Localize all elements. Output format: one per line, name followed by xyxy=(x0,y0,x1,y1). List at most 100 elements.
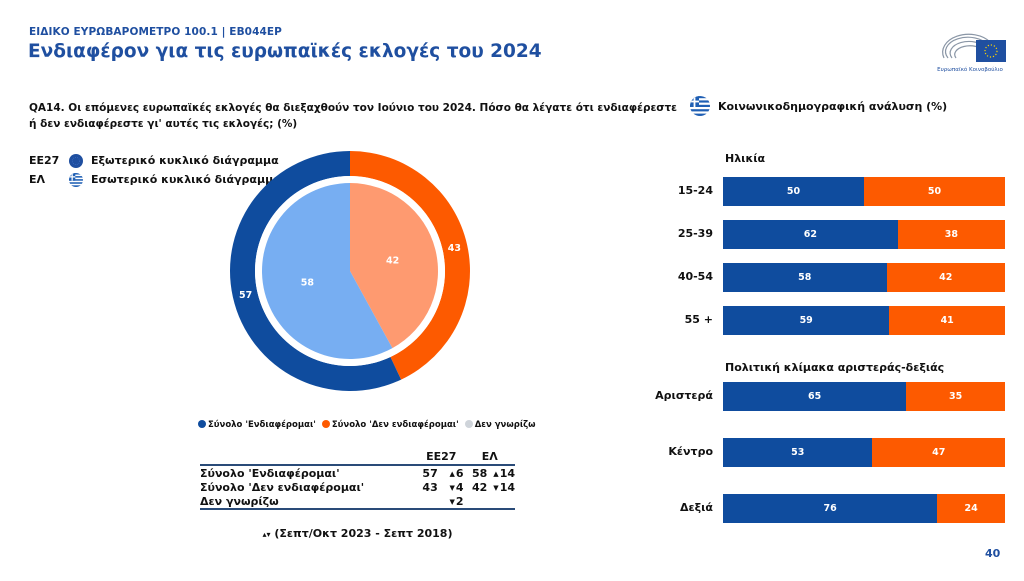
eu27-value: 43 xyxy=(422,480,438,494)
greek-flag-icon xyxy=(690,96,710,116)
age-bar: 62 38 xyxy=(723,220,1005,249)
bar-segment-not-interested: 50 xyxy=(864,177,1005,206)
summary-table: ΕΕ27 ΕΛ Σύνολο 'Ενδιαφέρομαι' 57 ▲6 58 ▲14 Σύ… xyxy=(200,450,515,510)
greek-flag-icon xyxy=(69,172,83,187)
bar-segment-interested: 53 xyxy=(723,438,873,467)
el-change-value: 14 xyxy=(499,480,515,494)
legend-code: ΕΛ xyxy=(29,173,46,186)
age-bar: 58 42 xyxy=(723,263,1005,292)
change-arrows-icon: ▴▾ xyxy=(262,530,271,539)
bar-segment-not-interested: 24 xyxy=(937,494,1005,523)
change-footnote: ▴▾ (Σεπτ/Οκτ 2023 - Σεπτ 2018) xyxy=(200,527,515,540)
legend-dot-icon xyxy=(198,420,206,428)
bar-segment-not-interested: 38 xyxy=(897,220,1005,249)
eu27-change: ▼2 xyxy=(438,494,464,508)
donut-legend: ΕΕ27 Εξωτερικό κυκλικό διάγραμμα ΕΛ Εσωτ… xyxy=(29,151,281,189)
table-row: Σύνολο 'Δεν ενδιαφέρομαι' 43 ▼4 42 ▼14 xyxy=(200,480,515,494)
political-scale-category-label: Δεξιά xyxy=(680,501,713,514)
political-scale-bar: 53 47 xyxy=(723,438,1005,467)
el-change: ▲14 xyxy=(487,467,515,480)
el-change: ▼14 xyxy=(487,481,515,494)
survey-kicker: ΕΙΔΙΚΟ ΕΥΡΩΒΑΡΟΜΕΤΡΟ 100.1 | ΕΒ044ΕΡ xyxy=(29,26,282,38)
el-change-value: 14 xyxy=(499,466,515,480)
eu27-change-value: 4 xyxy=(455,480,464,494)
table-row: Δεν γνωρίζω ▼2 xyxy=(200,494,515,508)
socio-demographic-header: Κοινωνικοδημογραφική ανάλυση (%) xyxy=(690,96,947,116)
page-number: 40 xyxy=(985,547,1001,560)
inner-value-label: 58 xyxy=(301,277,315,288)
eu27-change: ▲6 xyxy=(438,466,464,480)
legend-label: Εσωτερικό κυκλικό διάγραμμα xyxy=(91,173,281,186)
series-legend-interested: Σύνολο 'Ενδιαφέρομαι' xyxy=(198,420,316,430)
bar-segment-interested: 50 xyxy=(723,177,864,206)
political-scale-category-label: Αριστερά xyxy=(655,389,713,402)
eu27-change-value: 6 xyxy=(455,466,464,480)
outer-value-label: 57 xyxy=(239,290,252,301)
bar-segment-interested: 76 xyxy=(723,494,938,523)
bar-segment-not-interested: 42 xyxy=(886,263,1005,292)
header-el: ΕΛ xyxy=(481,450,498,463)
header-eu27: ΕΕ27 xyxy=(426,450,457,463)
table-header: ΕΕ27 ΕΛ xyxy=(200,450,515,464)
eu27-change: ▼4 xyxy=(438,480,464,494)
bar-segment-interested: 58 xyxy=(723,263,887,292)
series-legend-label: Δεν γνωρίζω xyxy=(474,420,536,430)
bar-segment-interested: 59 xyxy=(723,306,890,335)
svg-text:Ευρωπαϊκό Κοινοβούλιο: Ευρωπαϊκό Κοινοβούλιο xyxy=(937,66,1003,73)
el-value: 42 xyxy=(471,480,488,494)
legend-label: Εξωτερικό κυκλικό διάγραμμα xyxy=(91,154,279,167)
table-divider xyxy=(200,508,515,510)
triangle-down-icon: ▼ xyxy=(449,497,455,506)
eu-flag-icon xyxy=(69,153,83,168)
outer-slice-interested xyxy=(230,151,402,391)
inner-slice-not-interested xyxy=(350,183,438,349)
outer-slice-not-interested xyxy=(350,151,470,380)
legend-eu27: ΕΕ27 Εξωτερικό κυκλικό διάγραμμα xyxy=(29,151,281,170)
bar-segment-interested: 62 xyxy=(723,220,898,249)
age-category-label: 55 + xyxy=(684,313,713,326)
bar-segment-not-interested: 35 xyxy=(906,382,1005,411)
series-legend-label: Σύνολο 'Ενδιαφέρομαι' xyxy=(208,420,316,430)
age-category-label: 25-39 xyxy=(677,227,713,240)
age-bar: 50 50 xyxy=(723,177,1005,206)
inner-value-label: 42 xyxy=(386,256,399,267)
row-label: Δεν γνωρίζω xyxy=(200,494,279,508)
political-scale-category-label: Κέντρο xyxy=(668,445,713,458)
age-category-label: 15-24 xyxy=(677,184,713,197)
age-bar: 59 41 xyxy=(723,306,1005,335)
political-scale-bar: 76 24 xyxy=(723,494,1005,523)
european-parliament-logo: Ευρωπαϊκό Κοινοβούλιο xyxy=(930,26,1010,76)
series-legend-not-interested: Σύνολο 'Δεν ενδιαφέρομαι' xyxy=(321,420,459,430)
parliament-hemicycle-icon: Ευρωπαϊκό Κοινοβούλιο xyxy=(937,33,1006,73)
bar-segment-interested: 65 xyxy=(723,382,907,411)
eu27-value: 57 xyxy=(422,466,438,480)
legend-dot-icon xyxy=(321,420,330,428)
question-text: QA14. Οι επόμενες ευρωπαϊκές εκλογές θα … xyxy=(29,102,678,130)
table-divider xyxy=(200,464,515,466)
socio-header-label: Κοινωνικοδημογραφική ανάλυση (%) xyxy=(718,99,948,113)
footnote-text: (Σεπτ/Οκτ 2023 - Σεπτ 2018) xyxy=(274,527,453,540)
triangle-up-icon: ▲ xyxy=(493,469,499,478)
legend-el: ΕΛ Εσωτερικό κυκλικό διάγραμμα xyxy=(29,170,281,189)
row-label: Σύνολο 'Δεν ενδιαφέρομαι' xyxy=(200,480,365,494)
outer-value-label: 43 xyxy=(448,243,461,254)
table-row: Σύνολο 'Ενδιαφέρομαι' 57 ▲6 58 ▲14 xyxy=(200,466,515,480)
series-legend-dont-know: Δεν γνωρίζω xyxy=(464,420,536,430)
series-legend: Σύνολο 'Ενδιαφέρομαι' Σύνολο 'Δεν ενδιαφ… xyxy=(198,420,536,430)
age-category-label: 40-54 xyxy=(677,270,713,283)
el-value: 58 xyxy=(471,466,488,480)
page-title: Ενδιαφέρον για τις ευρωπαϊκές εκλογές το… xyxy=(28,41,542,62)
legend-code: ΕΕ27 xyxy=(29,154,60,167)
donut-chart: 43 57 42 58 xyxy=(230,151,470,391)
inner-slice-interested xyxy=(262,183,393,359)
political-scale-bar: 65 35 xyxy=(723,382,1005,411)
triangle-up-icon: ▲ xyxy=(449,469,455,478)
political-scale-section-title: Πολιτική κλίμακα αριστεράς-δεξιάς xyxy=(725,361,945,374)
triangle-down-icon: ▼ xyxy=(493,483,499,492)
legend-dot-icon xyxy=(464,420,473,428)
eu27-change-value: 2 xyxy=(455,494,464,508)
bar-segment-not-interested: 41 xyxy=(889,306,1005,335)
bar-segment-not-interested: 47 xyxy=(872,438,1005,467)
series-legend-label: Σύνολο 'Δεν ενδιαφέρομαι' xyxy=(331,420,459,430)
row-label: Σύνολο 'Ενδιαφέρομαι' xyxy=(200,466,340,480)
